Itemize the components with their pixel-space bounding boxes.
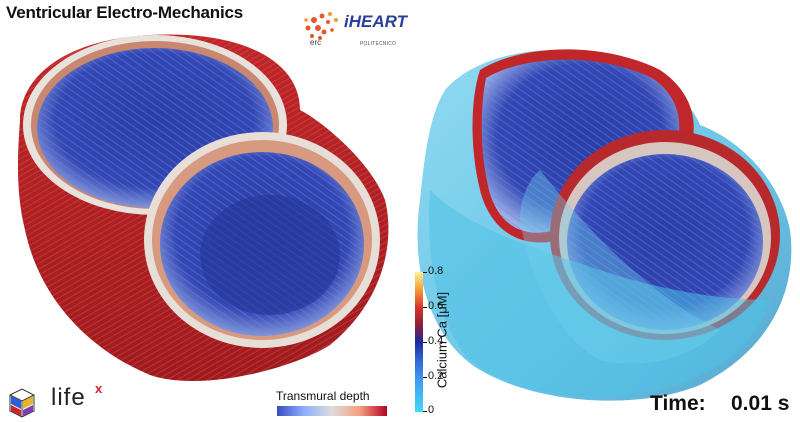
politecnico-logo-text: POLITECNICO xyxy=(360,41,397,47)
page-title: Ventricular Electro-Mechanics xyxy=(6,3,244,22)
transmural-depth-label: Transmural depth xyxy=(276,389,370,403)
transmural-depth-colorbar xyxy=(277,406,387,416)
colorbar-tick-label: 0.6 xyxy=(428,300,444,312)
time-value: 0.01 s xyxy=(731,392,790,415)
colorbar-tick-mark xyxy=(423,411,427,412)
lifex-logo-superscript: x xyxy=(95,381,103,396)
colorbar-tick-label: 0.8 xyxy=(428,265,444,277)
erc-iheart-logo xyxy=(304,12,338,40)
iheart-logo-text: iHEART xyxy=(344,12,407,31)
lifex-cube-logo xyxy=(9,388,35,418)
colorbar-tick-mark xyxy=(423,342,427,343)
colorbar-tick-mark xyxy=(423,272,427,273)
colorbar-tick-mark xyxy=(423,377,427,378)
time-label: Time: xyxy=(650,392,706,415)
colorbar-tick-mark xyxy=(423,307,427,308)
colorbar-tick-label: 0.4 xyxy=(428,335,444,347)
calcium-colorbar-label: Calcium Ca [μM] xyxy=(434,291,450,389)
calcium-colorbar xyxy=(415,272,423,412)
lifex-logo-text: life xyxy=(51,384,86,411)
colorbar-tick-label: 0 xyxy=(428,404,435,416)
erc-logo-text: erc xyxy=(310,38,322,47)
colorbar-tick-label: 0.2 xyxy=(428,370,444,382)
